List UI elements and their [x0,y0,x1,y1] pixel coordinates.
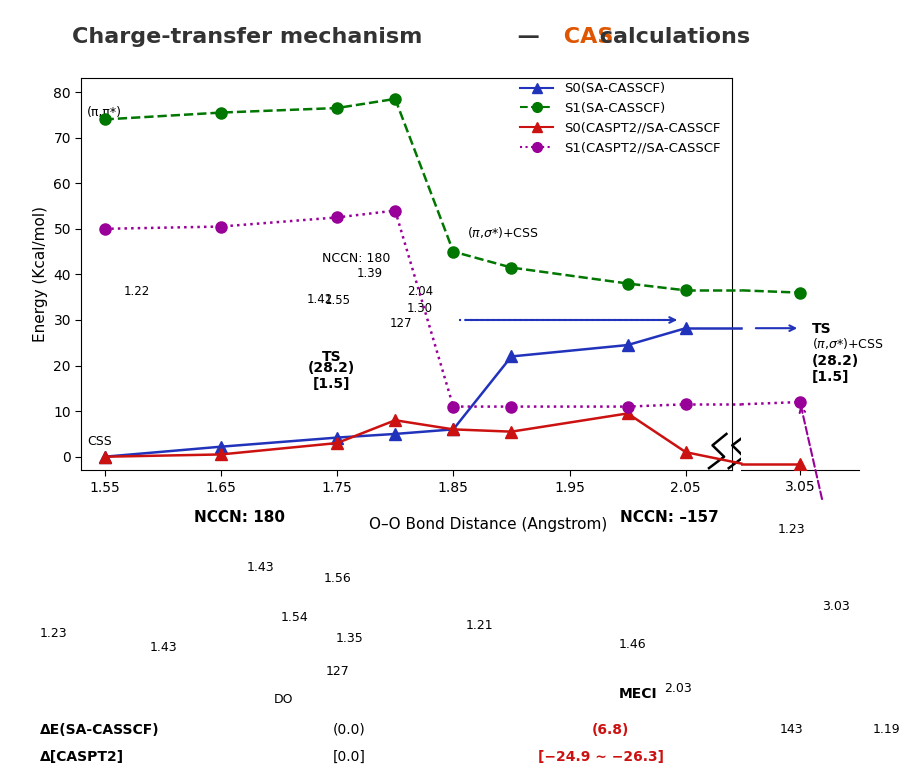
Text: 1.19: 1.19 [871,723,899,736]
Text: 1.23: 1.23 [777,523,804,535]
Text: NCCN: 180: NCCN: 180 [194,510,284,525]
Text: 1.46: 1.46 [619,638,646,651]
Text: 2.04: 2.04 [406,285,433,298]
Text: 1.30: 1.30 [406,302,433,315]
Text: 1.55: 1.55 [325,294,350,307]
Text: TS: TS [321,350,340,364]
Text: [−24.9 ∼ −26.3]: [−24.9 ∼ −26.3] [537,750,664,764]
Text: calculations: calculations [591,27,749,48]
Text: 127: 127 [325,666,349,678]
Text: O–O Bond Distance (Angstrom): O–O Bond Distance (Angstrom) [368,517,607,532]
Text: —: — [501,27,539,48]
Text: (0.0): (0.0) [332,723,366,736]
Text: 1.43: 1.43 [247,561,275,574]
Text: (6.8): (6.8) [591,723,628,736]
Text: NCCN: 180: NCCN: 180 [321,252,390,265]
Text: 3.03: 3.03 [822,600,849,612]
Text: 127: 127 [389,317,412,330]
Text: DO: DO [274,693,293,706]
Text: 143: 143 [778,723,802,736]
Y-axis label: Energy (Kcal/mol): Energy (Kcal/mol) [33,206,48,343]
Text: (28.2): (28.2) [811,354,858,368]
Text: [1.5]: [1.5] [312,377,349,391]
Text: [0.0]: [0.0] [332,750,366,764]
Text: 1.35: 1.35 [336,633,364,645]
Text: ($\pi$,$\sigma$*)+CSS: ($\pi$,$\sigma$*)+CSS [811,336,882,351]
Text: 1.42: 1.42 [306,292,332,306]
Text: ΔE(SA-CASSCF): ΔE(SA-CASSCF) [40,723,159,736]
Text: CSS: CSS [87,434,112,448]
Text: Charge-transfer mechanism: Charge-transfer mechanism [72,27,423,48]
Text: 1.23: 1.23 [40,627,68,640]
Text: [1.5]: [1.5] [811,370,848,384]
Text: CAS: CAS [555,27,612,48]
Text: 1.43: 1.43 [149,641,177,654]
Text: NCCN: –157: NCCN: –157 [619,510,718,525]
Text: 1.54: 1.54 [281,611,308,623]
Text: 1.56: 1.56 [323,572,350,585]
Text: ($\pi$,$\sigma$*)+CSS: ($\pi$,$\sigma$*)+CSS [467,225,538,240]
Text: 1.22: 1.22 [124,285,150,298]
Text: MECI: MECI [619,687,657,701]
Text: TS: TS [811,322,831,336]
Text: Δ[CASPT2]: Δ[CASPT2] [40,750,124,764]
Legend: S0(SA-CASSCF), S1(SA-CASSCF), S0(CASPT2//SA-CASSCF, S1(CASPT2//SA-CASSCF: S0(SA-CASSCF), S1(SA-CASSCF), S0(CASPT2/… [515,77,725,159]
Text: (28.2): (28.2) [307,361,355,375]
Text: 1.39: 1.39 [356,267,382,280]
Text: (π,π*): (π,π*) [87,106,122,119]
Text: 2.03: 2.03 [664,682,691,695]
Text: 1.21: 1.21 [465,619,493,632]
